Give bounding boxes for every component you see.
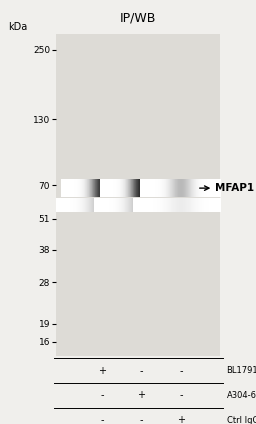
Text: -: - <box>140 415 143 424</box>
Text: BL17919: BL17919 <box>227 366 256 375</box>
Text: +: + <box>98 365 106 376</box>
Text: +: + <box>137 391 145 400</box>
Text: -: - <box>179 391 183 400</box>
Text: -: - <box>100 415 104 424</box>
Text: -: - <box>100 391 104 400</box>
Text: +: + <box>177 415 185 424</box>
Text: A304-647A: A304-647A <box>227 391 256 400</box>
Text: -: - <box>179 365 183 376</box>
Text: Ctrl IgG: Ctrl IgG <box>227 416 256 424</box>
Text: -: - <box>140 365 143 376</box>
Text: MFAP1: MFAP1 <box>215 183 254 193</box>
Text: IP/WB: IP/WB <box>120 11 156 24</box>
Text: kDa: kDa <box>8 22 27 32</box>
